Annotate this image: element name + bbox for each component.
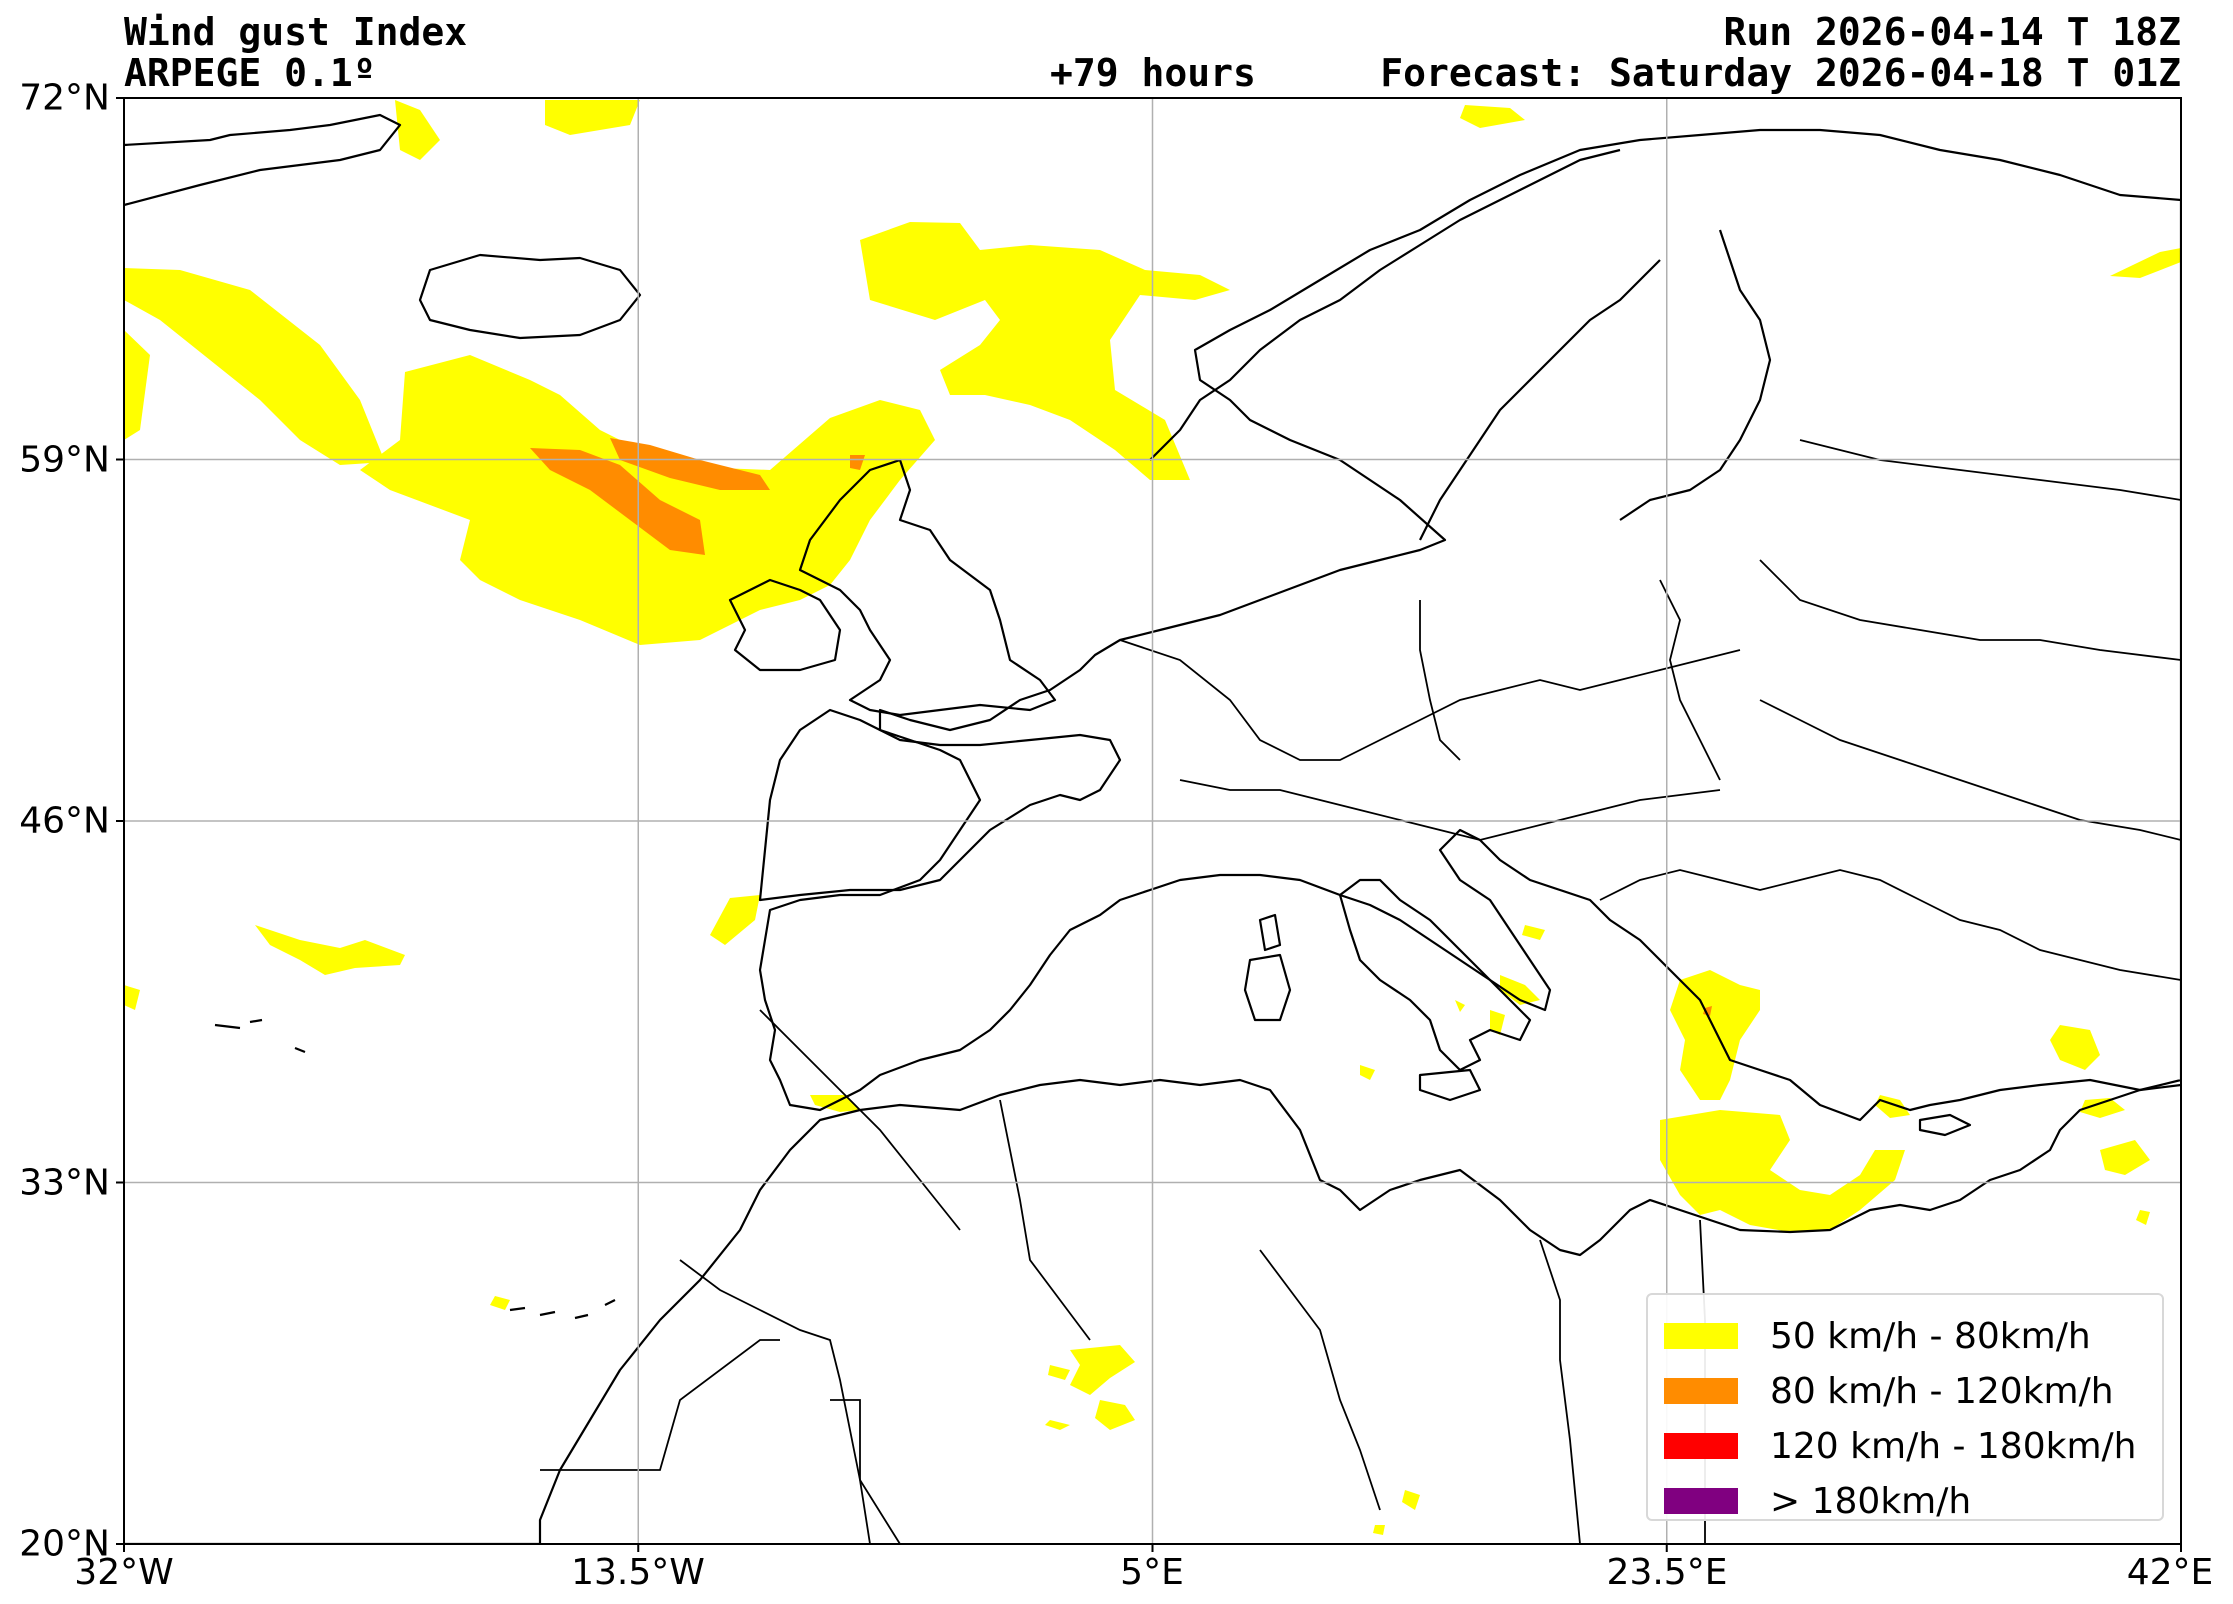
y-tick-label: 20°N: [19, 1523, 110, 1565]
continent-coast: [758, 128, 2181, 1122]
sardinia-coast: [1243, 953, 1292, 1022]
model-name: ARPEGE 0.1º: [124, 51, 376, 95]
scandinavia-coast: [1149, 148, 1621, 461]
gb-coast: [798, 458, 1057, 717]
legend-label: > 180km/h: [1770, 1480, 1972, 1522]
sweden-coast: [1419, 259, 1661, 541]
forecast-time: Forecast: Saturday 2026-04-18 T 01Z: [1380, 51, 2181, 95]
legend-swatch: [1664, 1488, 1738, 1514]
x-tick-label: 32°W: [74, 1552, 174, 1593]
legend-item: > 180km/h: [1664, 1481, 1971, 1522]
greenland-coast: [124, 113, 402, 207]
map-title: Wind gust Index: [124, 10, 468, 54]
cyprus-coast: [1918, 1113, 1972, 1137]
country-borders: [540, 439, 2181, 1544]
canaries: [509, 1299, 616, 1320]
iceland-coast: [418, 253, 642, 340]
coastlines: [124, 113, 2181, 1544]
legend: 50 km/h - 80km/h 80 km/h - 120km/h 120 k…: [1646, 1293, 2164, 1522]
lead-time: +79 hours: [1050, 51, 1256, 95]
africa-coast: [124, 1078, 2181, 1544]
x-tick-label: 13.5°W: [571, 1552, 705, 1593]
legend-item: 80 km/h - 120km/h: [1664, 1371, 2114, 1412]
azores: [214, 1018, 306, 1054]
run-time: Run 2026-04-14 T 18Z: [1723, 10, 2181, 54]
y-tick-label: 72°N: [19, 77, 110, 119]
x-tick-label: 5°E: [1120, 1552, 1184, 1593]
legend-label: 120 km/h - 180km/h: [1770, 1425, 2137, 1467]
y-tick-label: 46°N: [19, 800, 110, 842]
iberia-coast: [758, 708, 1122, 902]
x-tick-label: 23.5°E: [1606, 1552, 1728, 1593]
y-tick-label: 59°N: [19, 439, 110, 480]
legend-label: 80 km/h - 120km/h: [1770, 1370, 2114, 1412]
legend-swatch: [1664, 1323, 1738, 1349]
legend-item: 50 km/h - 80km/h: [1664, 1316, 2091, 1357]
legend-swatch: [1664, 1378, 1738, 1404]
ireland-coast: [728, 578, 842, 672]
legend-swatch: [1664, 1433, 1738, 1459]
finland-coast: [1619, 229, 1772, 521]
y-tick-label: 33°N: [19, 1162, 110, 1203]
legend-label: 50 km/h - 80km/h: [1770, 1315, 2091, 1357]
legend-item: 120 km/h - 180km/h: [1664, 1426, 2136, 1467]
italy-coast: [1338, 878, 1532, 1072]
x-tick-label: 42°E: [2126, 1552, 2214, 1593]
corsica-coast: [1258, 913, 1282, 952]
sicily-coast: [1418, 1068, 1482, 1102]
